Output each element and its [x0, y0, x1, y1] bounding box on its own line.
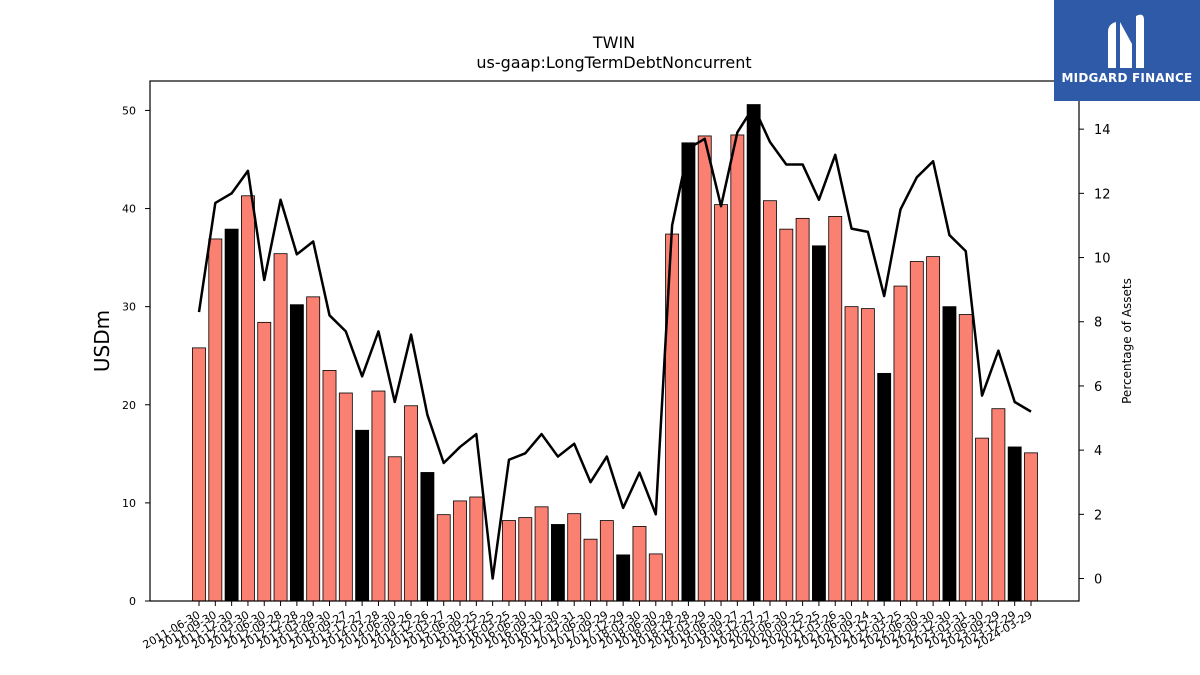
bar-2018-12-28	[681, 142, 696, 602]
y2-tick-label: 8	[1094, 316, 1102, 331]
bar-2013-09-27	[338, 392, 353, 602]
bar-2022-12-30	[942, 306, 957, 602]
bar-2024-03-29	[1024, 452, 1038, 602]
bar-2015-03-27	[436, 514, 451, 602]
y-tick-label: 50	[122, 104, 136, 117]
bar-2022-09-30	[926, 256, 941, 602]
bar-2021-06-30	[844, 306, 859, 602]
bar-2011-12-30	[224, 228, 239, 602]
right-axis: 0 2 4 6 8 10 12 14	[1079, 123, 1111, 588]
bar-2023-09-29	[991, 408, 1006, 602]
bar-2014-09-26	[404, 405, 418, 602]
bar-2011-09-30	[208, 238, 223, 602]
logo-mark-icon	[1108, 14, 1144, 69]
bar-2020-09-25	[795, 217, 810, 602]
bar-2017-06-30	[583, 538, 598, 602]
bar-2021-09-24	[860, 308, 875, 602]
y-tick-label: 30	[122, 301, 136, 314]
bar-2018-06-30	[648, 553, 663, 602]
bar-2019-06-30	[714, 204, 728, 602]
chart-title: TWIN	[592, 33, 635, 52]
bar-2013-12-27	[355, 429, 370, 602]
bar-2015-09-25	[469, 496, 484, 602]
bar-2015-06-30	[453, 500, 467, 602]
bar-2023-03-31	[958, 314, 973, 602]
percentage-line	[197, 105, 1032, 580]
bar-2012-09-28	[273, 253, 288, 602]
bar-2013-03-29	[306, 296, 321, 602]
bar-series	[192, 104, 1038, 602]
bar-2016-12-30	[550, 524, 565, 602]
x-axis: 2011-06-302011-09-302011-12-302012-03-30…	[141, 601, 1035, 652]
y2-tick-label: 14	[1094, 123, 1111, 138]
bar-2016-03-25	[502, 520, 516, 602]
bar-2014-03-28	[371, 390, 386, 602]
bar-2016-09-30	[534, 506, 549, 602]
bar-2018-03-30	[632, 526, 647, 602]
y2-axis-label: Percentage of Assets	[1120, 278, 1134, 404]
bar-2017-03-31	[567, 513, 582, 602]
bar-2017-09-29	[599, 520, 614, 602]
logo-text: MIDGARD FINANCE	[1061, 71, 1193, 85]
plot-frame	[149, 80, 1080, 602]
y2-tick-label: 0	[1094, 573, 1102, 588]
bar-2012-03-30	[241, 195, 255, 602]
y2-tick-label: 2	[1094, 508, 1102, 523]
bar-2011-06-30	[192, 347, 206, 602]
bar-2019-03-29	[697, 135, 712, 602]
y-tick-label: 20	[122, 399, 136, 412]
bar-2021-12-31	[877, 372, 892, 602]
bar-2017-12-29	[616, 554, 631, 602]
bar-2022-03-25	[893, 285, 908, 602]
bar-2016-06-30	[518, 517, 533, 602]
left-axis: 0 10 20 30 40 50	[122, 104, 150, 608]
bar-2014-12-26	[420, 472, 435, 602]
bar-2021-03-26	[828, 215, 843, 602]
bar-2020-12-25	[812, 245, 826, 602]
bar-2019-12-27	[746, 104, 761, 602]
y2-tick-label: 10	[1094, 252, 1111, 267]
line-series	[197, 105, 1032, 580]
bar-2020-06-30	[779, 228, 794, 602]
y2-tick-label: 6	[1094, 380, 1102, 395]
bar-2022-06-30	[909, 261, 924, 602]
bar-2023-06-30	[975, 437, 989, 602]
bar-2019-09-27	[730, 134, 745, 602]
bar-2012-06-30	[257, 321, 272, 602]
logo: MIDGARD FINANCE	[1054, 0, 1200, 101]
y-axis-label: USDm	[90, 310, 114, 372]
chart-subtitle: us-gaap:LongTermDebtNoncurrent	[476, 53, 751, 72]
bar-2012-12-28	[289, 304, 304, 602]
bar-2013-06-30	[322, 370, 337, 602]
bar-2020-03-27	[763, 200, 777, 602]
y2-tick-label: 12	[1094, 187, 1111, 202]
bar-2023-12-29	[1007, 446, 1022, 602]
y-tick-label: 0	[129, 595, 136, 608]
bar-2014-06-30	[387, 456, 402, 602]
y-tick-label: 10	[122, 497, 136, 510]
y2-tick-label: 4	[1094, 444, 1102, 459]
y-tick-label: 40	[122, 203, 136, 216]
